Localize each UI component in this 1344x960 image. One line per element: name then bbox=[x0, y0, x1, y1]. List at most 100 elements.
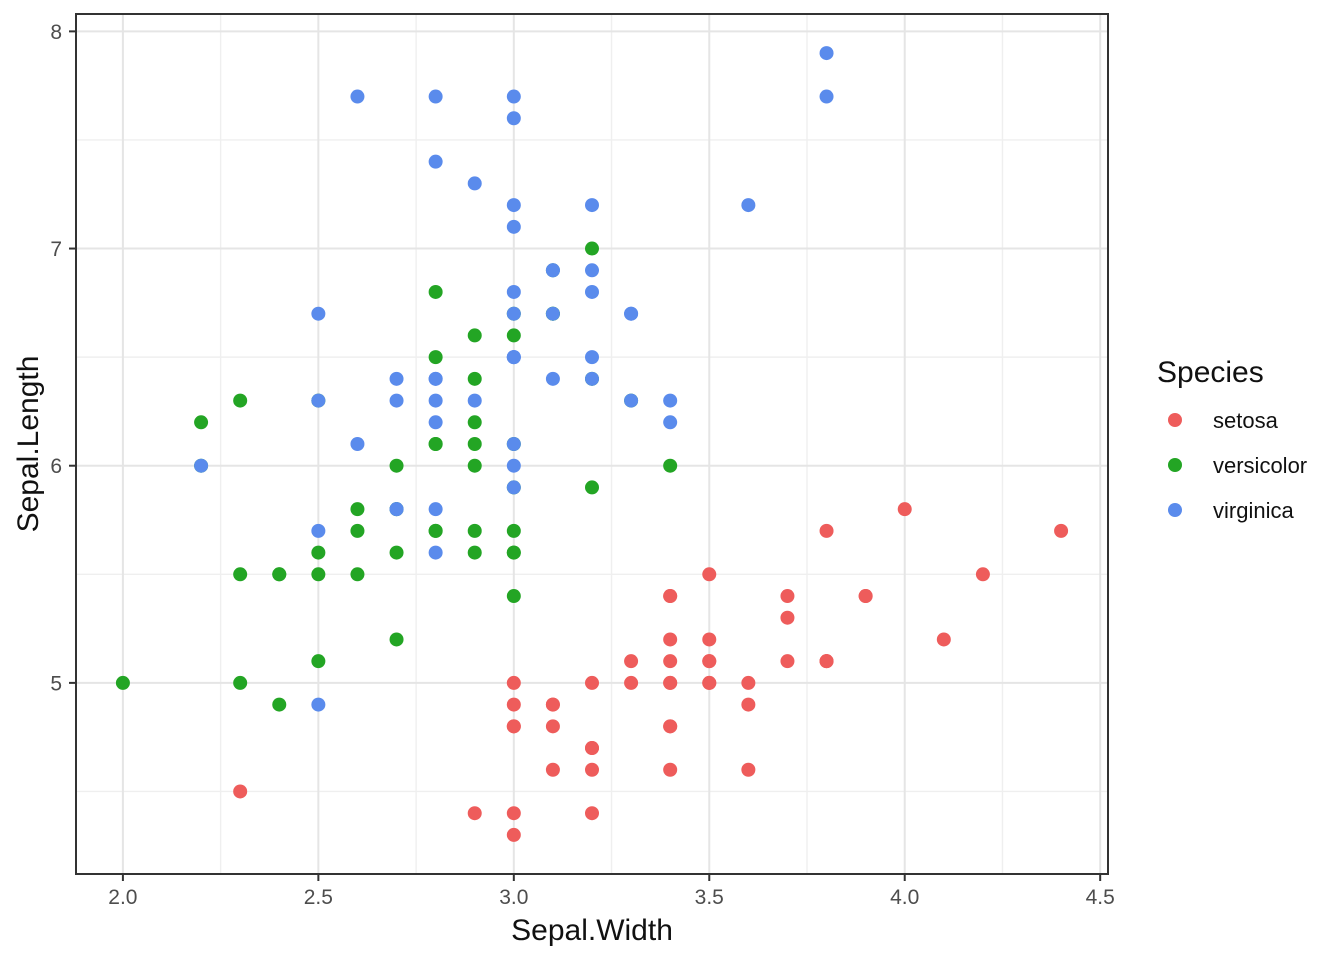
data-point bbox=[428, 154, 443, 169]
data-point bbox=[428, 284, 443, 299]
data-point bbox=[624, 675, 639, 690]
data-point bbox=[428, 350, 443, 365]
data-point bbox=[506, 306, 521, 321]
legend-label-virginica: virginica bbox=[1213, 498, 1294, 523]
y-tick-label: 7 bbox=[50, 238, 62, 261]
data-point bbox=[506, 111, 521, 126]
data-point bbox=[506, 480, 521, 495]
data-point bbox=[506, 523, 521, 538]
data-point bbox=[311, 306, 326, 321]
data-point bbox=[467, 176, 482, 191]
data-point bbox=[428, 371, 443, 386]
data-point bbox=[350, 502, 365, 517]
data-point bbox=[819, 89, 834, 104]
data-point bbox=[311, 523, 326, 538]
data-point bbox=[272, 567, 287, 582]
legend-item-virginica: virginica bbox=[1168, 498, 1294, 523]
data-point bbox=[702, 632, 717, 647]
data-point bbox=[428, 415, 443, 430]
data-point bbox=[585, 284, 599, 299]
data-point bbox=[350, 89, 365, 104]
data-point bbox=[389, 545, 404, 560]
data-point bbox=[428, 89, 443, 104]
data-point bbox=[780, 654, 795, 669]
data-point bbox=[272, 697, 287, 712]
data-point bbox=[545, 762, 560, 777]
data-point bbox=[585, 806, 599, 821]
data-point bbox=[663, 675, 678, 690]
legend: Species setosa versicolor virginica bbox=[1157, 356, 1307, 523]
data-point bbox=[311, 697, 326, 712]
data-point bbox=[1054, 523, 1069, 538]
data-point bbox=[819, 654, 834, 669]
data-point bbox=[585, 675, 599, 690]
data-point bbox=[506, 350, 521, 365]
panel-border bbox=[75, 13, 1109, 875]
data-point bbox=[624, 393, 639, 408]
data-point bbox=[311, 654, 326, 669]
data-point bbox=[780, 610, 795, 625]
data-point bbox=[467, 458, 482, 473]
data-point bbox=[467, 437, 482, 451]
x-tick-label: 4.0 bbox=[890, 886, 919, 909]
data-point bbox=[389, 458, 404, 473]
data-point bbox=[350, 437, 365, 451]
data-point bbox=[663, 632, 678, 647]
data-point bbox=[663, 654, 678, 669]
data-point bbox=[467, 371, 482, 386]
legend-item-setosa: setosa bbox=[1168, 408, 1279, 433]
data-point bbox=[467, 806, 482, 821]
data-point bbox=[585, 371, 599, 386]
y-tick-label: 5 bbox=[50, 672, 62, 695]
x-tick-label: 2.0 bbox=[108, 886, 137, 909]
data-point bbox=[741, 762, 756, 777]
data-point bbox=[663, 719, 678, 734]
data-point bbox=[819, 523, 834, 538]
x-tick-label: 3.0 bbox=[499, 886, 528, 909]
data-point bbox=[467, 545, 482, 560]
series-virginica bbox=[194, 46, 834, 712]
data-point bbox=[858, 589, 873, 604]
data-point bbox=[467, 328, 482, 343]
data-point bbox=[702, 654, 717, 669]
legend-label-setosa: setosa bbox=[1213, 408, 1279, 433]
legend-swatch-versicolor bbox=[1168, 458, 1182, 472]
data-point bbox=[585, 350, 599, 365]
data-point bbox=[506, 437, 521, 451]
data-point bbox=[506, 89, 521, 104]
data-point bbox=[467, 523, 482, 538]
data-point bbox=[545, 263, 560, 278]
major-gridlines bbox=[76, 14, 1108, 874]
data-point bbox=[663, 589, 678, 604]
data-point bbox=[311, 393, 326, 408]
x-tick-label: 3.5 bbox=[695, 886, 724, 909]
legend-swatch-setosa bbox=[1168, 413, 1182, 427]
data-point bbox=[311, 545, 326, 560]
data-point bbox=[506, 827, 521, 842]
data-point bbox=[506, 219, 521, 234]
x-axis-title: Sepal.Width bbox=[511, 914, 673, 947]
data-point bbox=[663, 415, 678, 430]
data-point bbox=[702, 567, 717, 582]
y-axis-labels: 5 6 7 8 bbox=[50, 21, 62, 696]
data-point bbox=[545, 697, 560, 712]
data-point bbox=[350, 567, 365, 582]
legend-title: Species bbox=[1157, 356, 1264, 389]
data-point bbox=[506, 545, 521, 560]
data-point bbox=[428, 437, 443, 451]
data-point bbox=[194, 458, 209, 473]
data-point bbox=[624, 306, 639, 321]
legend-swatch-virginica bbox=[1168, 503, 1182, 517]
data-point bbox=[585, 241, 599, 256]
data-point bbox=[780, 589, 795, 604]
data-point bbox=[702, 675, 717, 690]
y-tick-label: 8 bbox=[50, 21, 62, 44]
data-point bbox=[506, 458, 521, 473]
axis-ticks bbox=[69, 30, 1102, 881]
data-point bbox=[545, 306, 560, 321]
data-point bbox=[428, 502, 443, 517]
y-axis-title: Sepal.Length bbox=[12, 356, 45, 533]
data-point bbox=[311, 567, 326, 582]
